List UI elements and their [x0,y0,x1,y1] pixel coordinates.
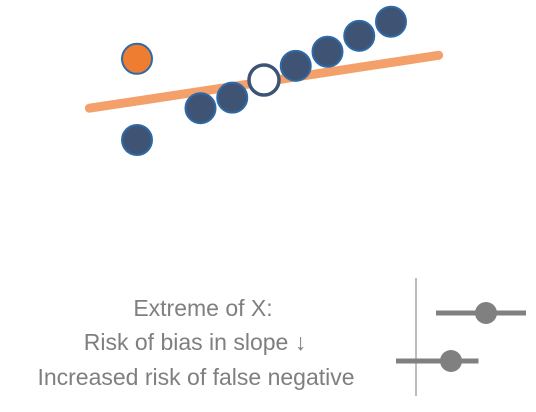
scatter-points [121,5,407,156]
forest-rows [396,302,526,372]
forest-estimate-2 [440,350,462,372]
caption-line-3: Increased risk of false negative [37,364,354,390]
data-point-7 [343,19,376,52]
forest-estimate-1 [475,302,497,324]
caption: Extreme of X: Risk of bias in slope ↓ In… [37,295,354,390]
data-point-1 [121,124,153,156]
forest-plot [396,278,526,396]
highlighted-point [247,63,281,97]
caption-line-1: Extreme of X: [133,295,272,321]
data-point-3 [216,81,249,114]
data-point-5 [279,49,312,82]
data-point-8 [375,5,407,38]
data-point-2 [184,92,217,125]
data-point-6 [311,35,344,68]
caption-line-2-text: Risk of bias in slope [84,329,295,355]
outlier-point [121,42,153,75]
scatter-plot [84,5,444,156]
caption-line-2: Risk of bias in slope ↓ [84,329,306,355]
down-arrow-icon: ↓ [295,329,307,355]
